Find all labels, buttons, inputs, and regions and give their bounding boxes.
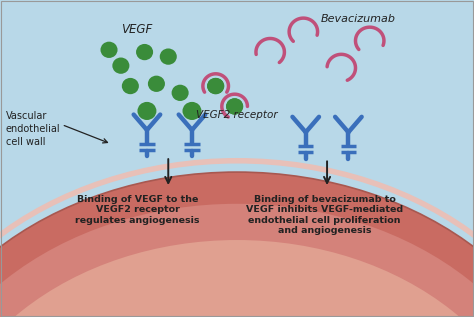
Circle shape: [160, 49, 177, 65]
Text: Vascular
endothelial
cell wall: Vascular endothelial cell wall: [6, 111, 60, 147]
Circle shape: [100, 42, 118, 58]
Circle shape: [122, 78, 139, 94]
Circle shape: [148, 76, 165, 92]
Circle shape: [226, 98, 243, 114]
Circle shape: [207, 78, 224, 94]
Circle shape: [226, 98, 243, 114]
Circle shape: [137, 102, 156, 120]
Ellipse shape: [0, 204, 474, 317]
Text: VEGF: VEGF: [121, 23, 152, 36]
Circle shape: [182, 102, 201, 120]
Circle shape: [112, 57, 129, 74]
Circle shape: [207, 78, 224, 94]
Text: Binding of bevacizumab to
VEGF inhibits VEGF-mediated
endothelial cell prolifera: Binding of bevacizumab to VEGF inhibits …: [246, 195, 403, 235]
Text: Binding of VEGF to the
VEGF2 receptor
regulates angiogenesis: Binding of VEGF to the VEGF2 receptor re…: [75, 195, 200, 224]
Ellipse shape: [0, 240, 474, 317]
Circle shape: [172, 85, 189, 101]
Circle shape: [136, 44, 153, 60]
Text: Bevacizumab: Bevacizumab: [321, 14, 396, 23]
Text: VEGF2 receptor: VEGF2 receptor: [196, 110, 278, 120]
Ellipse shape: [0, 172, 474, 317]
